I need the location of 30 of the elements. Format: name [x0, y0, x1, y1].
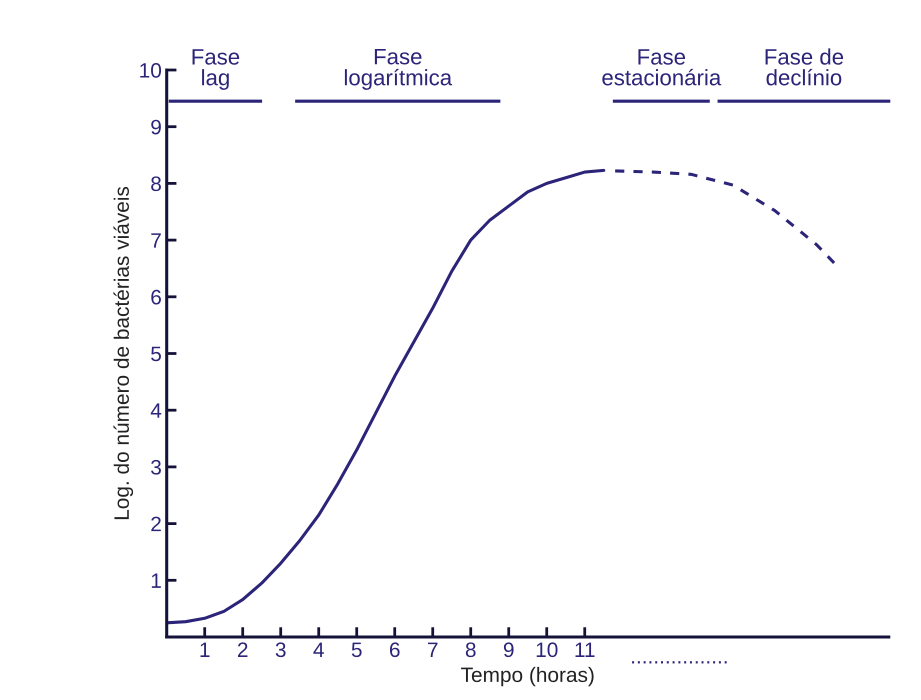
x-axis-title: Tempo (horas) — [461, 666, 594, 686]
x-tick-label: 8 — [466, 642, 476, 658]
annotation: Fase logarítmica — [344, 48, 452, 90]
x-tick-label: 3 — [276, 642, 286, 658]
x-tick-label: 7 — [428, 642, 438, 657]
x-tick-label: 2 — [238, 642, 248, 657]
annotation: Fase de declínio — [766, 48, 844, 86]
y-axis-title: Log. do número de bactérias viáveis — [113, 186, 134, 520]
x-tick-label: 6 — [390, 642, 400, 658]
x-tick-label: 1 — [200, 642, 210, 657]
x-tick-label: 11 — [576, 642, 595, 657]
y-tick-label: 10 — [140, 63, 162, 78]
annotation: Fase lag — [192, 49, 240, 90]
annotation: Fase estacionária — [602, 49, 722, 86]
x-tick-label: 9 — [504, 642, 514, 658]
line-series — [166, 168, 606, 624]
y-tick-label: 4 — [150, 403, 162, 418]
y-tick-label: 3 — [151, 460, 161, 475]
y-tick-label: 2 — [151, 516, 161, 532]
y-tick-label: 6 — [151, 290, 161, 305]
y-tick-label: 9 — [151, 120, 161, 134]
y-tick-label: 5 — [151, 346, 161, 362]
y-tick-label: 1 — [152, 574, 161, 588]
x-tick-label: 5 — [352, 642, 362, 658]
x-tick-label: 4 — [313, 642, 324, 657]
text: ................. — [632, 661, 727, 664]
line-series — [614, 169, 838, 266]
y-tick-label: 8 — [151, 176, 161, 192]
y-tick-label: 7 — [151, 233, 161, 248]
x-tick-label: 10 — [536, 642, 558, 658]
